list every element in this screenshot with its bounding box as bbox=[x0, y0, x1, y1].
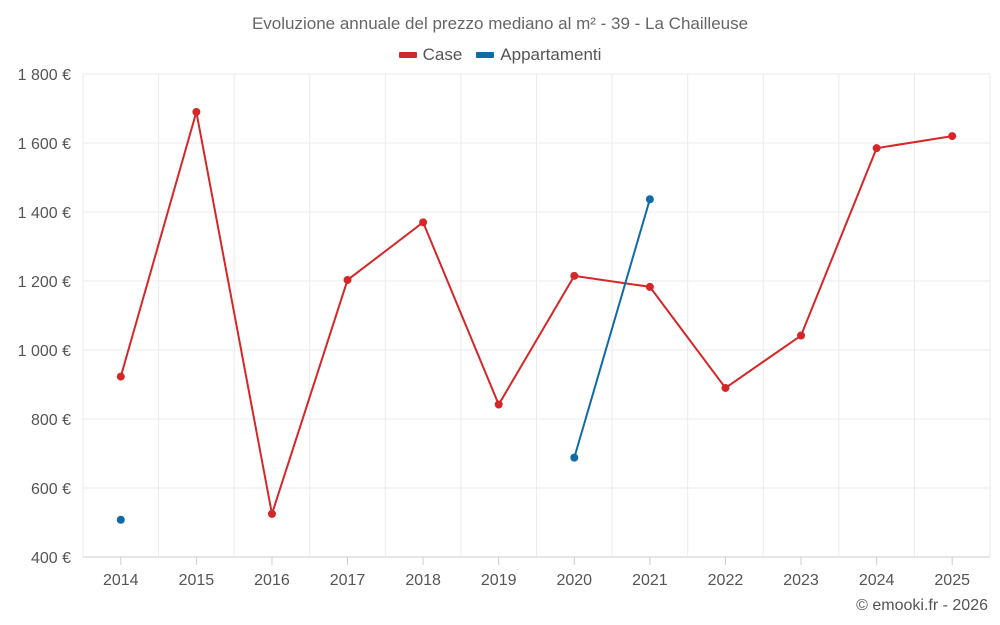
data-point-appartamenti[interactable] bbox=[570, 453, 579, 462]
x-tick-label: 2025 bbox=[934, 572, 970, 589]
data-point-case[interactable] bbox=[343, 275, 352, 284]
x-tick-label: 2020 bbox=[556, 572, 592, 589]
y-tick-label: 1 000 € bbox=[18, 343, 71, 360]
y-tick-label: 1 800 € bbox=[18, 67, 71, 84]
data-point-appartamenti[interactable] bbox=[645, 195, 654, 204]
axes: 400 € 600 € 800 € 1 000 € 1 200 € 1 400 € 1 60… bbox=[18, 67, 970, 589]
x-tick-label: 2017 bbox=[330, 572, 366, 589]
x-tick-label: 2019 bbox=[481, 572, 517, 589]
data-point-case[interactable] bbox=[872, 144, 881, 153]
y-tick-label: 600 € bbox=[31, 481, 71, 498]
legend-label-case: Case bbox=[422, 45, 463, 64]
data-point-case[interactable] bbox=[116, 372, 125, 381]
grid bbox=[82, 73, 991, 558]
data-point-case[interactable] bbox=[797, 331, 806, 340]
x-tick-label: 2014 bbox=[103, 572, 139, 589]
x-tick-label: 2023 bbox=[783, 572, 819, 589]
data-point-case[interactable] bbox=[721, 383, 730, 392]
legend-swatch-appartamenti bbox=[476, 52, 495, 58]
data-point-case[interactable] bbox=[267, 509, 276, 518]
x-tick-label: 2022 bbox=[708, 572, 744, 589]
data-point-case[interactable] bbox=[948, 132, 957, 141]
data-point-case[interactable] bbox=[494, 400, 503, 409]
x-tick-label: 2021 bbox=[632, 572, 668, 589]
credit-text: © emooki.fr - 2026 bbox=[856, 597, 988, 614]
x-tick-label: 2016 bbox=[254, 572, 290, 589]
x-tick-label: 2015 bbox=[179, 572, 215, 589]
data-point-case[interactable] bbox=[570, 271, 579, 280]
legend: Case Appartamenti bbox=[0, 45, 1000, 65]
legend-item-case[interactable]: Case bbox=[398, 45, 463, 65]
y-tick-label: 1 200 € bbox=[18, 274, 71, 291]
x-tick-label: 2018 bbox=[405, 572, 441, 589]
legend-label-appartamenti: Appartamenti bbox=[500, 45, 602, 64]
data-point-appartamenti[interactable] bbox=[116, 515, 125, 524]
chart-title: Evoluzione annuale del prezzo mediano al… bbox=[251, 14, 749, 33]
data-point-case[interactable] bbox=[645, 282, 654, 291]
y-tick-label: 1 600 € bbox=[18, 136, 71, 153]
x-tick-label: 2024 bbox=[859, 572, 895, 589]
series-layer bbox=[116, 107, 957, 524]
y-tick-label: 400 € bbox=[31, 550, 71, 567]
data-point-case[interactable] bbox=[192, 107, 201, 116]
series-line-appartamenti bbox=[573, 198, 651, 458]
series-line-case bbox=[119, 110, 953, 515]
y-tick-label: 800 € bbox=[31, 412, 71, 429]
y-tick-label: 1 400 € bbox=[18, 205, 71, 222]
legend-item-appartamenti[interactable]: Appartamenti bbox=[476, 45, 601, 65]
legend-swatch-case bbox=[398, 52, 417, 58]
data-point-case[interactable] bbox=[419, 218, 428, 227]
